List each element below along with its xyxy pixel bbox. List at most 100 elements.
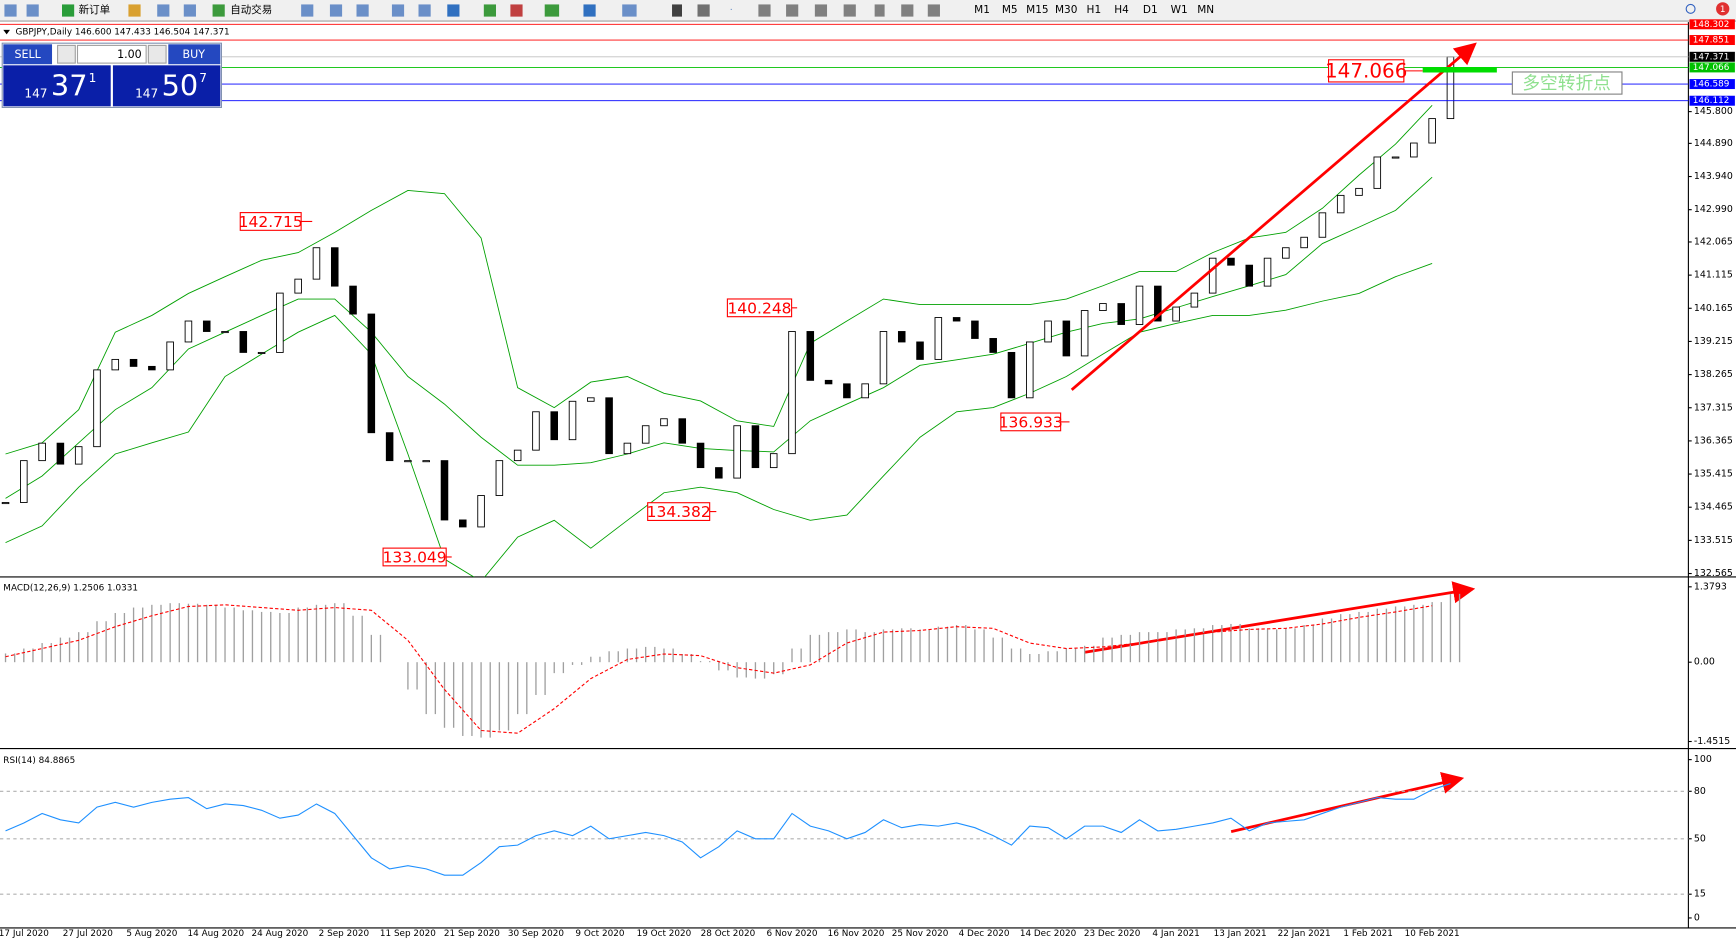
candle xyxy=(989,338,997,353)
new-order-label[interactable]: 新订单 xyxy=(79,3,110,16)
macd-bar xyxy=(1285,628,1287,663)
annotation-box xyxy=(647,502,711,521)
candle xyxy=(1,502,10,505)
sell-price-box[interactable] xyxy=(3,65,111,107)
rsi-header: RSI(14) 84.8865 xyxy=(3,756,75,766)
sell-button[interactable] xyxy=(3,44,53,65)
candle xyxy=(897,331,906,343)
lots-input[interactable]: 1.00 xyxy=(117,48,142,61)
timeframe-button[interactable]: H1 xyxy=(1087,4,1102,16)
macd-bar xyxy=(498,662,501,731)
price-level-label: 147.851 xyxy=(1693,36,1730,46)
candle xyxy=(1099,303,1107,311)
x-tick-label: 28 Oct 2020 xyxy=(701,929,756,939)
trade-panel: SELL BUY 1.00 147 37 1 147 50 7 xyxy=(1,42,222,108)
macd-bar xyxy=(663,648,665,663)
timeframe-button[interactable]: M15 xyxy=(1026,4,1048,16)
bid-pips: 37 xyxy=(51,68,88,102)
candle xyxy=(459,519,467,528)
buy-label[interactable]: BUY xyxy=(183,48,206,61)
x-tick-label: 4 Dec 2020 xyxy=(959,929,1010,939)
note-label: 多空转折点 xyxy=(1522,73,1611,94)
sell-label[interactable]: SELL xyxy=(15,48,42,61)
candle xyxy=(1391,156,1400,159)
annotation-label: 147.066 xyxy=(1325,59,1407,82)
x-tick-label: 27 Jul 2020 xyxy=(63,929,113,939)
price-level-tag xyxy=(1689,35,1735,46)
macd-bar xyxy=(1157,632,1159,663)
macd-bar xyxy=(471,662,473,736)
macd-bar xyxy=(1120,634,1122,663)
timeframe-button[interactable]: M30 xyxy=(1055,4,1077,16)
y-tick-label: 137.315 xyxy=(1694,402,1733,413)
timeframe-button[interactable]: MN xyxy=(1197,4,1214,16)
x-tick-label: 6 Nov 2020 xyxy=(766,929,817,939)
x-tick-label: 1 Feb 2021 xyxy=(1343,929,1392,939)
notification-count[interactable]: 1 xyxy=(1720,5,1726,15)
macd-bar xyxy=(654,646,656,663)
price-level-tag xyxy=(1689,62,1735,73)
macd-bar xyxy=(96,621,98,663)
macd-signal xyxy=(5,604,1433,734)
price-level-tag xyxy=(1689,95,1735,106)
bid-big: 147 xyxy=(24,87,47,101)
macd-bar xyxy=(672,648,674,663)
macd-bar xyxy=(992,637,994,663)
x-tick-label: 9 Oct 2020 xyxy=(575,929,624,939)
macd-bar xyxy=(837,632,839,663)
macd-bar xyxy=(1458,593,1461,663)
y-tick-label: 142.990 xyxy=(1694,204,1733,215)
candle xyxy=(440,460,449,521)
candle xyxy=(733,425,741,479)
candle xyxy=(1080,310,1089,357)
auto-trading-label[interactable]: 自动交易 xyxy=(230,3,272,16)
x-tick-label: 19 Oct 2020 xyxy=(637,929,692,939)
macd-bar xyxy=(1349,614,1351,663)
macd-bar xyxy=(1303,625,1305,663)
macd-bar xyxy=(690,653,693,663)
candle xyxy=(111,358,120,371)
timeframe-button[interactable]: H4 xyxy=(1114,4,1129,16)
candle xyxy=(38,442,46,462)
macd-bar xyxy=(635,648,638,663)
annotation-box xyxy=(239,212,302,231)
macd-bar xyxy=(1212,625,1214,663)
macd-bar xyxy=(1102,637,1104,663)
timeframe-button[interactable]: M1 xyxy=(974,4,990,16)
candle xyxy=(221,331,229,334)
macd-bar xyxy=(462,662,464,736)
candle xyxy=(422,460,430,463)
macd-bar xyxy=(132,607,135,663)
annotation-label: 136.933 xyxy=(999,413,1063,431)
buy-button[interactable] xyxy=(168,44,221,65)
candle xyxy=(916,341,924,360)
macd-bar xyxy=(1221,625,1223,663)
candle xyxy=(715,467,723,479)
macd-bar xyxy=(1019,648,1022,663)
timeframe-button[interactable]: M5 xyxy=(1002,4,1018,16)
macd-bar xyxy=(571,662,574,665)
candle xyxy=(477,495,485,528)
macd-bar xyxy=(937,626,939,663)
candle xyxy=(495,460,504,496)
plot xyxy=(1,56,1455,577)
candle xyxy=(148,365,156,371)
macd-bar xyxy=(151,604,153,663)
y-tick-label: 142.065 xyxy=(1694,236,1733,247)
timeframe-button[interactable]: W1 xyxy=(1171,4,1188,16)
macd-bar xyxy=(1239,623,1241,663)
timeframe-button[interactable]: D1 xyxy=(1143,4,1158,16)
macd-bar xyxy=(1440,602,1442,663)
macd-bar xyxy=(800,648,802,663)
candle xyxy=(1318,212,1327,238)
macd-bar xyxy=(343,603,345,663)
candle xyxy=(1117,303,1125,325)
macd-bar xyxy=(1056,651,1058,663)
candle xyxy=(568,400,577,441)
toolbar xyxy=(0,0,1736,22)
macd-header: MACD(12,26,9) 1.2506 1.0331 xyxy=(3,583,138,593)
macd-bar xyxy=(425,662,427,715)
candle xyxy=(696,442,705,469)
buy-price-box[interactable] xyxy=(112,65,221,107)
